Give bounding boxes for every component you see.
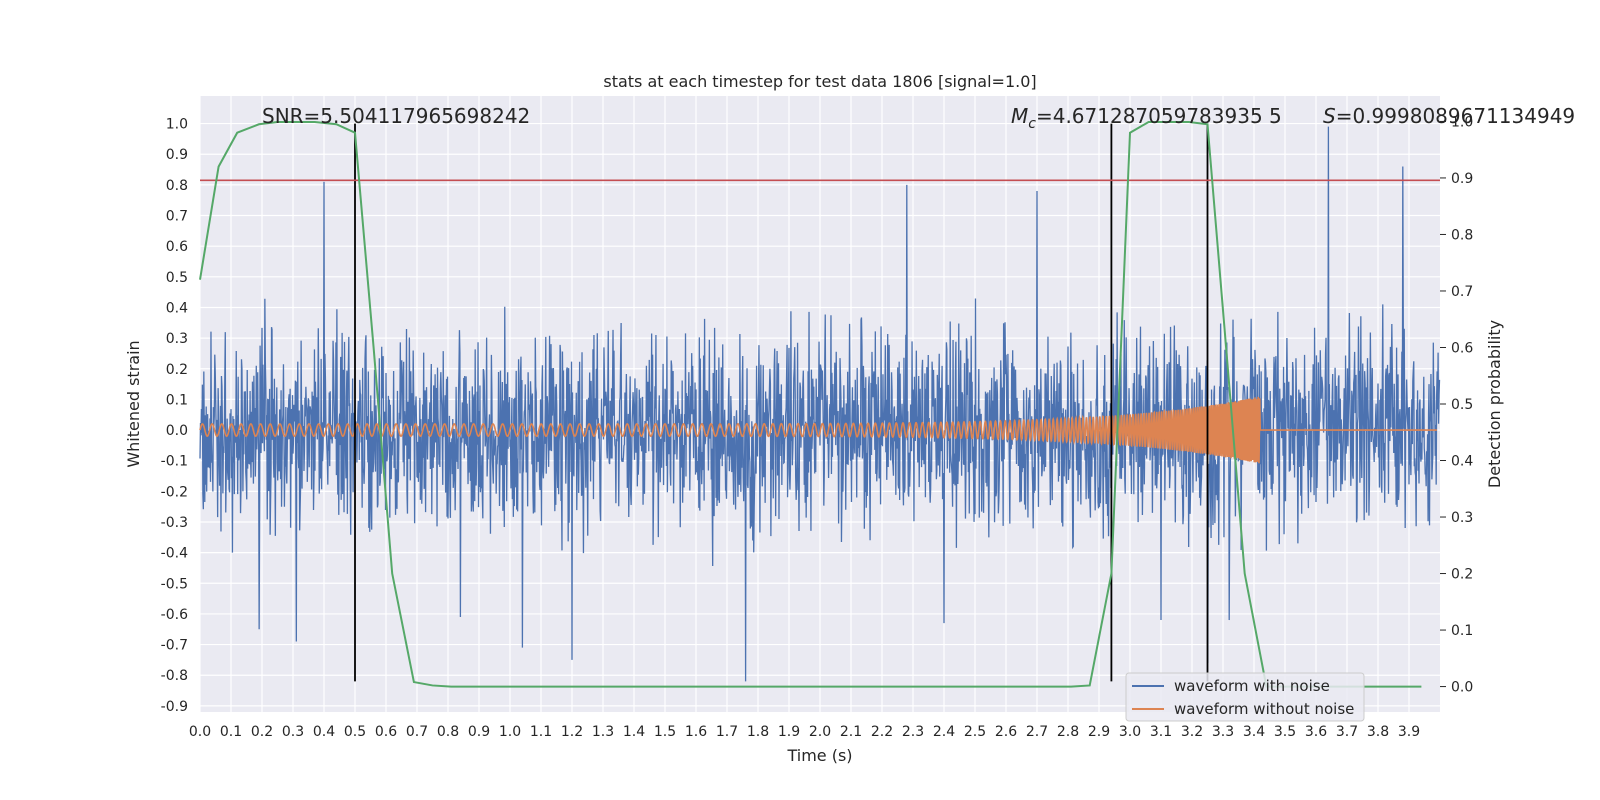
x-tick-label-19: 1.9 bbox=[778, 724, 800, 740]
y-tick-labels-left: 1.0 0.9 0.8 0.7 0.6 0.5 0.4 0.3 0.2 0.1 0.0 -0.1 -0.… bbox=[161, 117, 188, 715]
y-tick-labels-right: 1.0 0.9 0.8 0.7 0.6 0.5 0.4 0.3 0.2 0.1 0.0 bbox=[1440, 114, 1473, 696]
x-tick-label-1: 0.1 bbox=[220, 724, 242, 740]
x-tick-label-36: 3.6 bbox=[1305, 724, 1327, 740]
x-tick-label-4: 0.4 bbox=[313, 724, 335, 740]
x-tick-label-30: 3.0 bbox=[1119, 724, 1141, 740]
y-tick-label-right-9: 0.1 bbox=[1451, 623, 1473, 639]
x-tick-label-17: 1.7 bbox=[716, 724, 738, 740]
mc-value: =4.671287059783935 5 bbox=[1036, 104, 1282, 128]
x-tick-label-25: 2.5 bbox=[964, 724, 986, 740]
x-tick-label-6: 0.6 bbox=[375, 724, 397, 740]
y-tick-label-left-5: 0.5 bbox=[166, 270, 188, 286]
y-tick-label-left-19: -0.9 bbox=[161, 699, 188, 715]
chart-title: stats at each timestep for test data 180… bbox=[603, 72, 1036, 91]
legend-box bbox=[1125, 672, 1365, 722]
x-tick-label-21: 2.1 bbox=[840, 724, 862, 740]
x-tick-label-38: 3.8 bbox=[1367, 724, 1389, 740]
x-tick-label-33: 3.3 bbox=[1212, 724, 1234, 740]
y-tick-label-right-6: 0.4 bbox=[1451, 454, 1473, 470]
x-tick-label-20: 2.0 bbox=[809, 724, 831, 740]
s-value: =0.9998089671134949 bbox=[1336, 104, 1575, 128]
y-axis-label-left: Whitened strain bbox=[124, 340, 143, 467]
legend-label-noise: waveform with noise bbox=[1174, 677, 1330, 695]
y-tick-label-left-9: 0.1 bbox=[166, 392, 188, 408]
y-tick-label-left-17: -0.7 bbox=[161, 638, 188, 654]
y-tick-label-right-5: 0.5 bbox=[1451, 397, 1473, 413]
y-tick-label-left-8: 0.2 bbox=[166, 362, 188, 378]
x-tick-label-12: 1.2 bbox=[561, 724, 583, 740]
x-tick-label-16: 1.6 bbox=[685, 724, 707, 740]
y-tick-label-right-10: 0.0 bbox=[1451, 680, 1473, 696]
y-tick-label-right-3: 0.7 bbox=[1451, 284, 1473, 300]
x-tick-label-26: 2.6 bbox=[995, 724, 1017, 740]
series-waveform-without-noise bbox=[199, 396, 1437, 464]
x-tick-label-9: 0.9 bbox=[468, 724, 490, 740]
x-tick-label-7: 0.7 bbox=[406, 724, 428, 740]
y-tick-label-left-1: 0.9 bbox=[166, 147, 188, 163]
x-tick-label-5: 0.5 bbox=[344, 724, 366, 740]
x-tick-label-34: 3.4 bbox=[1243, 724, 1265, 740]
s-annotation: S=0.9998089671134949 bbox=[1323, 104, 1575, 128]
x-tick-label-2: 0.2 bbox=[251, 724, 273, 740]
x-tick-label-14: 1.4 bbox=[623, 724, 645, 740]
x-tick-label-37: 3.7 bbox=[1336, 724, 1358, 740]
x-tick-label-35: 3.5 bbox=[1274, 724, 1296, 740]
y-tick-label-left-13: -0.3 bbox=[161, 515, 188, 531]
y-tick-label-left-7: 0.3 bbox=[166, 331, 188, 347]
x-tick-label-27: 2.7 bbox=[1026, 724, 1048, 740]
y-tick-label-left-3: 0.7 bbox=[166, 209, 188, 225]
x-tick-label-8: 0.8 bbox=[437, 724, 459, 740]
x-tick-label-10: 1.0 bbox=[499, 724, 521, 740]
mc-subscript: c bbox=[1028, 116, 1036, 132]
y-tick-label-left-16: -0.6 bbox=[161, 607, 188, 623]
y-tick-label-left-10: 0.0 bbox=[166, 423, 188, 439]
x-axis-label: Time (s) bbox=[786, 746, 852, 765]
s-symbol: S bbox=[1323, 104, 1336, 128]
mc-annotation: Mc=4.671287059783935 5 bbox=[1011, 104, 1282, 132]
x-tick-label-11: 1.1 bbox=[530, 724, 552, 740]
chirp-waveform-line bbox=[199, 396, 1437, 464]
x-tick-label-23: 2.3 bbox=[902, 724, 924, 740]
snr-annotation: SNR=5.504117965698242 bbox=[262, 104, 530, 128]
y-tick-label-left-4: 0.6 bbox=[166, 239, 188, 255]
vertical-markers bbox=[354, 123, 1209, 682]
y-axis-label-right: Detection probability bbox=[1485, 320, 1504, 488]
y-tick-label-left-14: -0.4 bbox=[161, 546, 188, 562]
y-tick-label-left-11: -0.1 bbox=[161, 454, 188, 470]
x-tick-label-29: 2.9 bbox=[1088, 724, 1110, 740]
x-tick-label-28: 2.8 bbox=[1057, 724, 1079, 740]
x-tick-label-13: 1.3 bbox=[592, 724, 614, 740]
x-tick-label-0: 0.0 bbox=[189, 724, 211, 740]
y-tick-label-left-0: 1.0 bbox=[166, 117, 188, 133]
y-tick-label-right-2: 0.8 bbox=[1451, 227, 1473, 243]
legend-label-chirp: waveform without noise bbox=[1174, 700, 1354, 718]
x-tick-label-22: 2.2 bbox=[871, 724, 893, 740]
y-tick-label-left-18: -0.8 bbox=[161, 668, 188, 684]
y-tick-label-right-8: 0.2 bbox=[1451, 567, 1473, 583]
y-tick-label-right-0: 1.0 bbox=[1451, 114, 1473, 130]
y-tick-label-left-12: -0.2 bbox=[161, 484, 188, 500]
x-tick-label-32: 3.2 bbox=[1181, 724, 1203, 740]
x-tick-label-31: 3.1 bbox=[1150, 724, 1172, 740]
x-tick-label-39: 3.9 bbox=[1398, 724, 1420, 740]
x-tick-label-24: 2.4 bbox=[933, 724, 955, 740]
x-tick-label-3: 0.3 bbox=[282, 724, 304, 740]
y-tick-label-left-15: -0.5 bbox=[161, 576, 188, 592]
y-tick-label-right-7: 0.3 bbox=[1451, 510, 1473, 526]
x-tick-label-15: 1.5 bbox=[654, 724, 676, 740]
y-tick-label-right-1: 0.9 bbox=[1451, 171, 1473, 187]
y-tick-label-right-4: 0.6 bbox=[1451, 340, 1473, 356]
x-tick-labels: 0.0 0.1 0.2 0.3 0.4 0.5 0.6 0.7 0.8 0.9 1.0 1.1 1.2 1… bbox=[189, 724, 1420, 740]
x-tick-label-18: 1.8 bbox=[747, 724, 769, 740]
legend: waveform with noise waveform without noi… bbox=[1125, 672, 1365, 722]
y-tick-label-left-6: 0.4 bbox=[166, 300, 188, 316]
mc-symbol: M bbox=[1011, 104, 1028, 128]
y-tick-label-left-2: 0.8 bbox=[166, 178, 188, 194]
